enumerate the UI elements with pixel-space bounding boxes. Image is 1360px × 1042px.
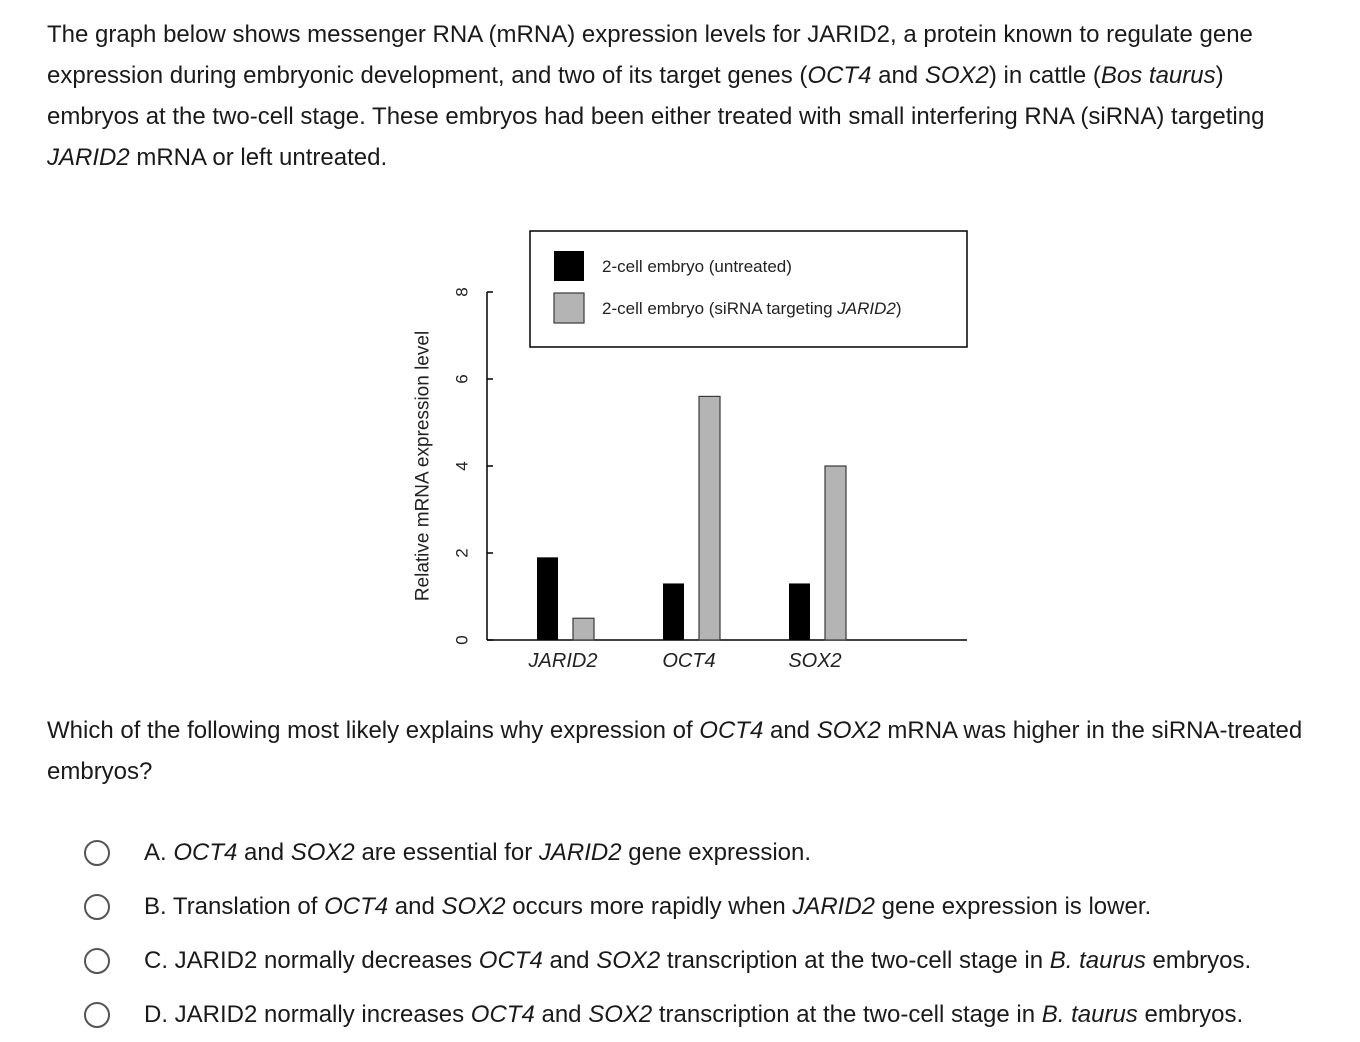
option-plain-text: and [388,893,442,920]
bar-oct4-untreated [663,583,684,640]
gene-name: JARID2 [47,144,130,171]
legend-label-part: 2-cell embryo (siRNA targeting [602,299,837,318]
option-text: D. JARID2 normally increases OCT4 and SO… [144,1001,1243,1029]
option-plain-text: gene expression is lower. [875,893,1152,920]
bar-jarid2-untreated [537,557,558,640]
y-tick-label: 2 [453,548,472,557]
option-plain-text: transcription at the two-cell stage in [652,1001,1042,1028]
question-text: Which of the following most likely expla… [47,717,700,744]
bar-oct4-sirna [698,395,721,641]
option-italic-text: OCT4 [324,893,389,920]
legend-label-part: ) [896,299,902,318]
option-plain-text: gene expression. [621,839,812,866]
gene-name: SOX2 [816,717,881,744]
y-tick-label: 4 [453,461,472,470]
y-tick-label: 0 [453,635,472,644]
option-plain-text: embryos. [1145,947,1252,974]
bar-jarid2-sirna [572,617,595,641]
option-italic-text: JARID2 [792,893,876,920]
radio-button[interactable] [84,894,110,920]
legend-swatch-untreated [554,251,584,281]
option-plain-text: are essential for [354,839,539,866]
answer-option-d[interactable]: D. JARID2 normally increases OCT4 and SO… [84,988,1354,1042]
answer-option-c[interactable]: C. JARID2 normally decreases OCT4 and SO… [84,934,1354,988]
option-italic-text: SOX2 [588,1001,653,1028]
intro-text: The graph below shows messenger RNA (mRN… [47,21,1253,89]
option-plain-text: transcription at the two-cell stage in [660,947,1050,974]
x-category-label: OCT4 [662,650,715,672]
intro-text: mRNA or left untreated. [129,144,388,171]
gene-name: SOX2 [924,62,989,89]
chart-svg: 0 2 4 6 8 Relative mRNA expression level JARID… [413,230,968,672]
answer-option-a[interactable]: A. OCT4 and SOX2 are essential for JARID… [84,826,1354,880]
gene-name: OCT4 [807,62,872,89]
option-text: B. Translation of OCT4 and SOX2 occurs m… [144,893,1151,921]
option-italic-text: OCT4 [470,1001,535,1028]
intro-paragraph: The graph below shows messenger RNA (mRN… [47,14,1317,178]
y-axis-label: Relative mRNA expression level [413,331,434,601]
option-letter: D. [144,1001,175,1028]
option-plain-text: and [237,839,291,866]
x-category-label: SOX2 [788,650,841,672]
option-italic-text: JARID2 [538,839,622,866]
radio-button[interactable] [84,840,110,866]
option-italic-text: B. taurus [1049,947,1146,974]
question-text: mRNA was higher in the siRNA-treated emb… [47,717,1303,785]
legend-label-part: 2-cell embryo (untreated) [602,257,792,276]
legend-label-sirna: 2-cell embryo (siRNA targeting JARID2) [602,299,902,318]
option-plain-text: and [542,947,597,974]
legend-label-untreated: 2-cell embryo (untreated) [602,257,792,276]
option-letter: C. [144,947,175,974]
intro-text: ) embryos at the two-cell stage. These e… [47,62,1265,130]
question-text: and [763,717,817,744]
option-italic-text: OCT4 [173,839,238,866]
intro-text: and [871,62,925,89]
question-prompt: Which of the following most likely expla… [47,710,1327,792]
radio-button[interactable] [84,948,110,974]
option-text: A. OCT4 and SOX2 are essential for JARID… [144,839,811,867]
x-category-label: JARID2 [528,650,598,672]
radio-button[interactable] [84,1002,110,1028]
option-italic-text: OCT4 [478,947,543,974]
option-plain-text: JARID2 normally decreases [174,947,479,974]
y-tick-label: 8 [453,287,472,296]
option-italic-text: SOX2 [290,839,355,866]
bar-sox2-untreated [789,583,810,640]
option-plain-text: occurs more rapidly when [505,893,793,920]
legend-label-part: JARID2 [836,299,896,318]
y-tick-label: 6 [453,374,472,383]
option-letter: B. [144,893,173,920]
bar-sox2-sirna [824,465,847,641]
answer-options: A. OCT4 and SOX2 are essential for JARID… [84,826,1354,1042]
option-plain-text: JARID2 normally increases [174,1001,471,1028]
bar-chart: 0 2 4 6 8 Relative mRNA expression level JARID… [400,222,980,682]
option-plain-text: and [534,1001,589,1028]
legend-swatch-sirna [553,292,585,324]
option-italic-text: B. taurus [1041,1001,1138,1028]
intro-text: ) in cattle ( [988,62,1101,89]
option-italic-text: SOX2 [441,893,506,920]
legend-box [529,230,968,348]
option-italic-text: SOX2 [596,947,661,974]
option-plain-text: embryos. [1137,1001,1244,1028]
species-name: Bos taurus [1100,62,1216,89]
option-text: C. JARID2 normally decreases OCT4 and SO… [144,947,1251,975]
option-letter: A. [144,839,174,866]
gene-name: OCT4 [699,717,764,744]
answer-option-b[interactable]: B. Translation of OCT4 and SOX2 occurs m… [84,880,1354,934]
option-plain-text: Translation of [172,893,325,920]
